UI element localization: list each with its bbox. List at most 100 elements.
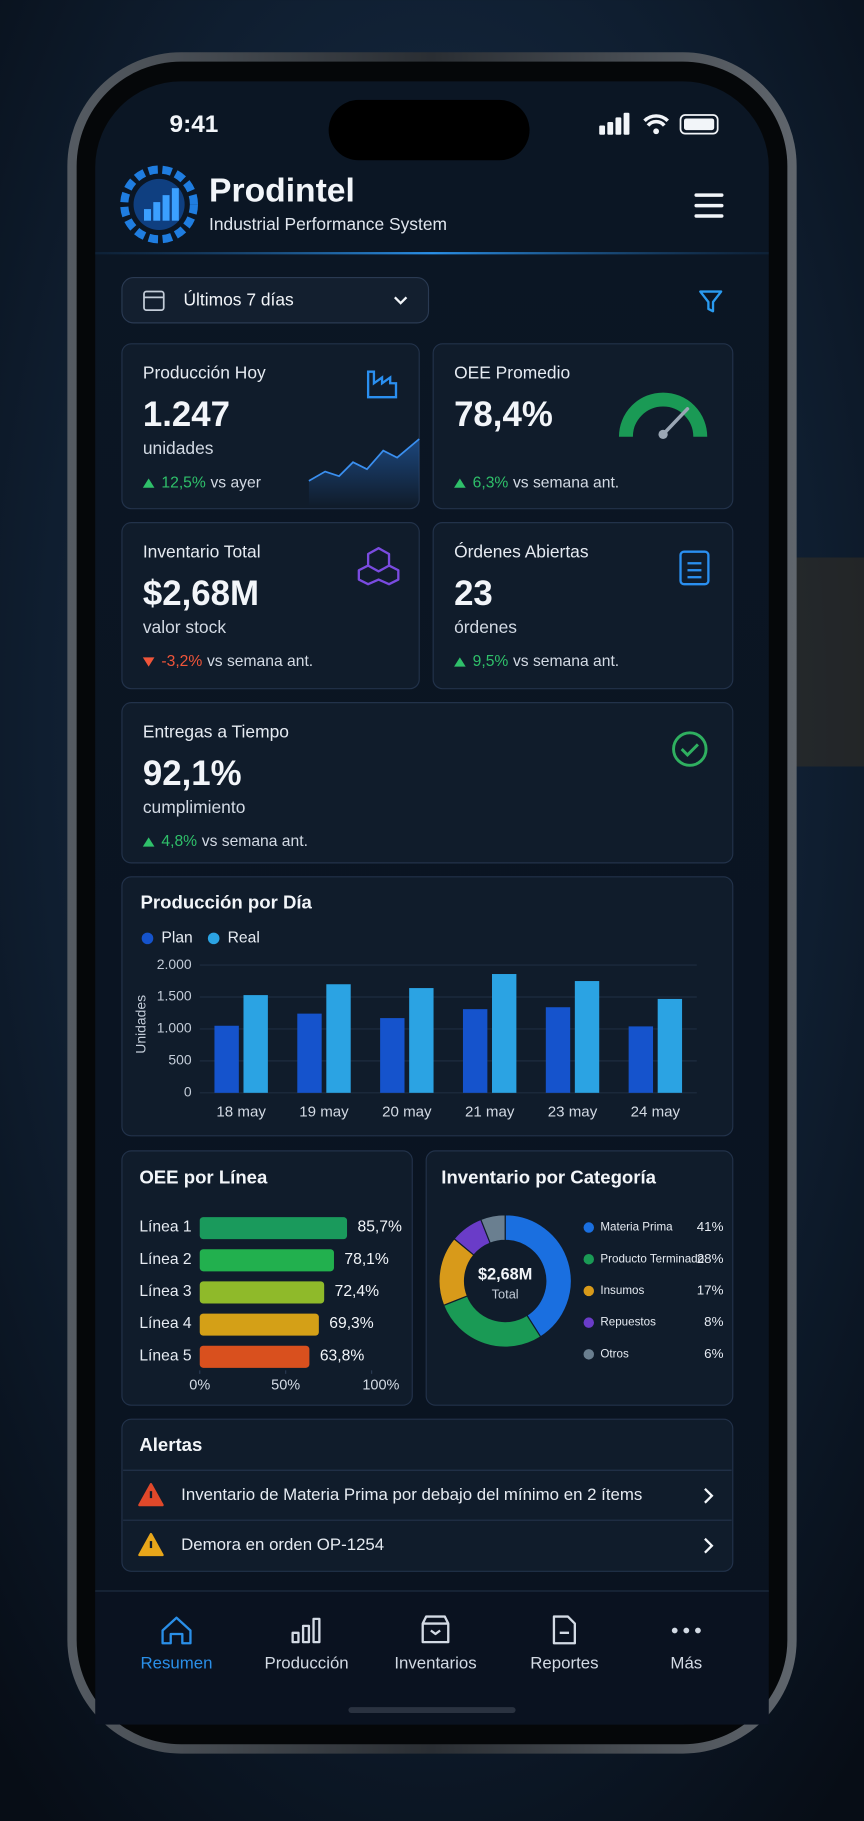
- kpi-title: Producción Hoy: [143, 363, 266, 383]
- kpi-card: [432, 343, 734, 510]
- bar: [199, 1313, 319, 1336]
- dynamic-island: [328, 99, 530, 161]
- kpi-card: [121, 343, 420, 510]
- legend-dot: [583, 1254, 594, 1265]
- alert-text: Inventario de Materia Prima por debajo d…: [181, 1485, 642, 1504]
- bar: [199, 1217, 348, 1240]
- cubes-icon: [357, 547, 400, 586]
- bar: [326, 984, 351, 1093]
- kpi-unit: órdenes: [454, 617, 517, 637]
- chart-title: Inventario por Categoría: [441, 1167, 656, 1188]
- nav-label: Resumen: [141, 1654, 213, 1673]
- bar: [199, 1281, 325, 1304]
- value-label: 78,1%: [344, 1251, 388, 1268]
- signal-bar: [623, 112, 630, 135]
- bar: [545, 1007, 571, 1093]
- nav-bar: [95, 1591, 769, 1725]
- x-tick-label: 18 may: [216, 1104, 266, 1121]
- filter-icon[interactable]: [699, 290, 723, 313]
- donut-center-value: $2,68M: [478, 1265, 532, 1283]
- kpi-title: Inventario Total: [143, 541, 261, 561]
- kpi-title: Órdenes Abiertas: [454, 541, 589, 561]
- legend-label: Materia Prima: [600, 1221, 673, 1234]
- alert-chevron: [704, 1488, 714, 1504]
- legend-label: Producto Terminado: [600, 1252, 704, 1265]
- x-tick-label: 19 may: [299, 1104, 349, 1121]
- trend-arrow: [454, 478, 466, 488]
- signal-bar: [607, 121, 614, 135]
- battery: [679, 114, 719, 135]
- trend-arrow: [142, 837, 155, 847]
- legend-label: Real: [228, 930, 260, 947]
- kpi-change-label: vs semana ant.: [513, 653, 619, 670]
- check-icon: [672, 731, 708, 767]
- value-label: 8%: [704, 1314, 723, 1329]
- dropdown-chevron: [394, 296, 408, 305]
- legend-label: Otros: [600, 1347, 629, 1360]
- kpi-title: Entregas a Tiempo: [143, 721, 289, 741]
- bar: [462, 1009, 488, 1093]
- period-label: Últimos 7 días: [183, 289, 294, 309]
- bar: [409, 988, 434, 1093]
- nav-label: Reportes: [530, 1654, 598, 1673]
- value-label: 72,4%: [335, 1283, 379, 1300]
- bar: [628, 1026, 654, 1093]
- wifi-dot: [653, 128, 660, 135]
- signal-bar: [615, 117, 622, 135]
- bar: [492, 974, 517, 1093]
- y-axis-label: Unidades: [132, 995, 148, 1054]
- legend-dot: [207, 932, 220, 945]
- kpi-value: 23: [454, 574, 493, 613]
- y-tick-label: 1.000: [157, 1020, 192, 1036]
- category-label: Línea 2: [139, 1251, 191, 1268]
- legend-dot: [583, 1349, 594, 1360]
- x-tick-label: 24 may: [631, 1104, 681, 1121]
- legend-label: Insumos: [600, 1284, 644, 1297]
- x-tick-label: 0%: [189, 1377, 210, 1393]
- header-divider: [95, 252, 769, 255]
- gauge-track: [618, 392, 708, 438]
- wifi-icon: [643, 114, 669, 127]
- x-tick-label: 100%: [362, 1377, 399, 1393]
- signal-bar: [599, 125, 606, 135]
- gauge-hub: [658, 429, 668, 440]
- nav-icon: [291, 1617, 321, 1644]
- legend-dot: [141, 932, 154, 945]
- nav-icon: [552, 1615, 576, 1645]
- app-title: Prodintel: [209, 173, 355, 210]
- nav-icon-dot: [695, 1627, 701, 1634]
- kpi-title: OEE Promedio: [454, 363, 570, 383]
- menu-line[interactable]: [694, 203, 724, 208]
- kpi-value: 78,4%: [454, 395, 553, 434]
- y-tick-label: 0: [184, 1084, 192, 1100]
- kpi-unit: cumplimiento: [143, 797, 246, 817]
- status-time: 9:41: [170, 111, 219, 138]
- kpi-change-label: vs semana ant.: [202, 833, 308, 850]
- bar: [297, 1013, 322, 1093]
- kpi-change-label: vs ayer: [210, 474, 260, 491]
- alert-text: Demora en orden OP-1254: [181, 1535, 384, 1554]
- category-label: Línea 1: [139, 1219, 191, 1236]
- check-mark: [680, 743, 699, 757]
- legend-dot: [583, 1222, 594, 1233]
- clipboard-icon: [679, 550, 710, 586]
- kpi-value: $2,68M: [143, 574, 259, 613]
- kpi-card: [432, 522, 734, 690]
- alerts-title: Alertas: [139, 1434, 202, 1455]
- donut-slice: [504, 1214, 572, 1338]
- kpi-change: 12,5%: [161, 474, 205, 491]
- kpi-value: 92,1%: [143, 754, 242, 793]
- value-label: 28%: [697, 1251, 724, 1266]
- factory-icon: [366, 370, 398, 399]
- home-indicator: [348, 1707, 516, 1713]
- value-label: 69,3%: [329, 1315, 373, 1332]
- nav-icon: [161, 1616, 192, 1645]
- menu-line[interactable]: [694, 193, 724, 197]
- battery-level: [684, 118, 715, 131]
- period-dropdown[interactable]: [121, 277, 430, 324]
- menu-line[interactable]: [694, 214, 724, 218]
- alert-chevron: [704, 1537, 714, 1554]
- bar: [199, 1249, 334, 1272]
- value-label: 85,7%: [357, 1219, 401, 1236]
